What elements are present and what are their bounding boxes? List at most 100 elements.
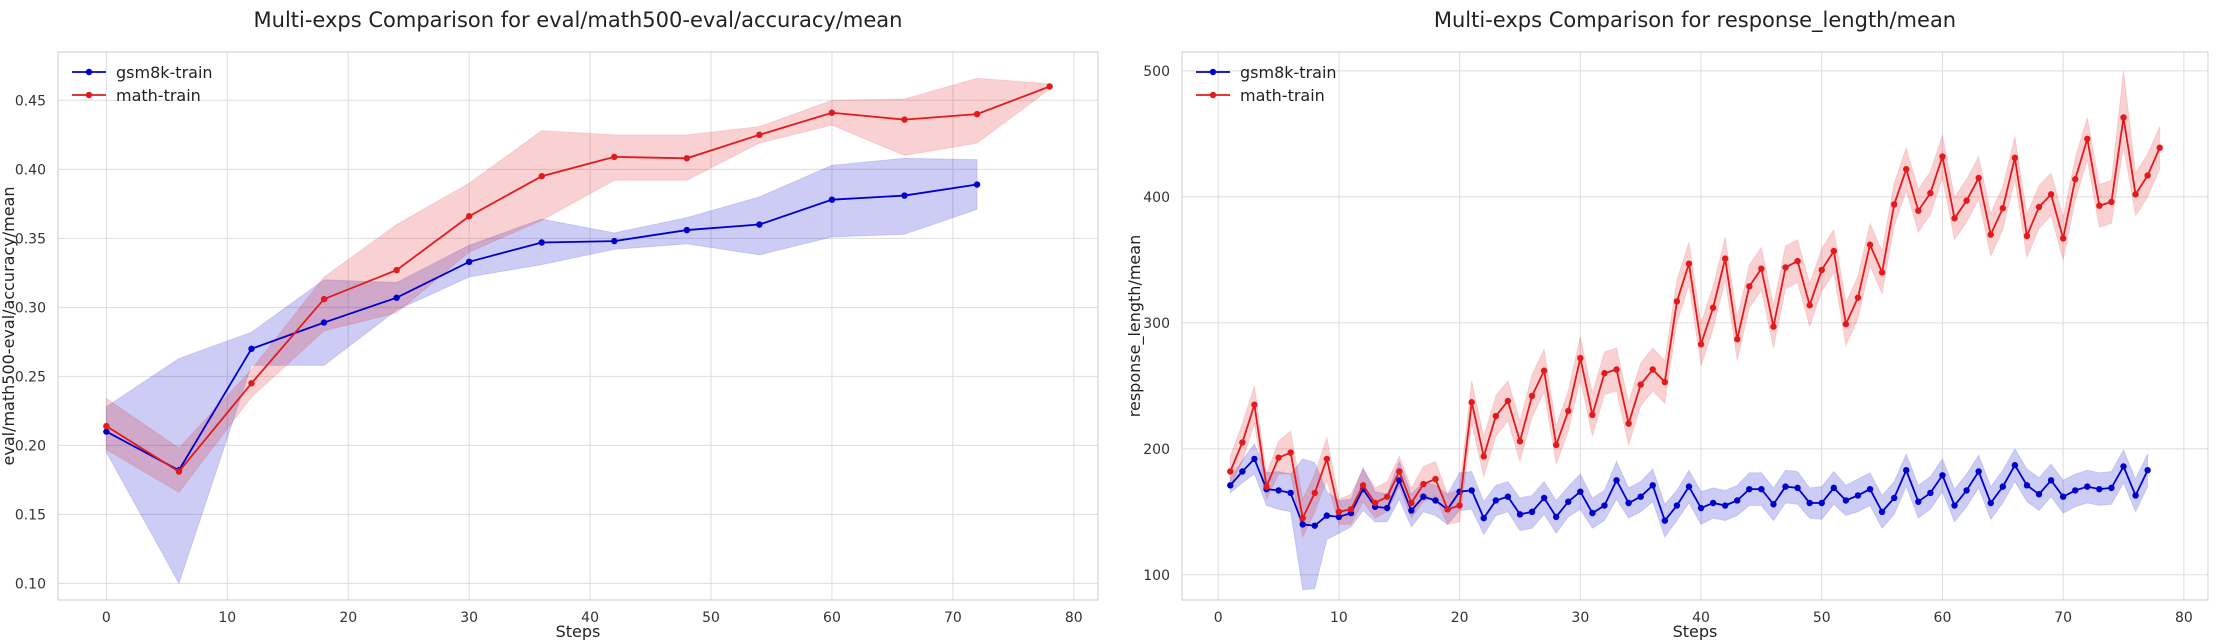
chart-2-gsm8k-train-point — [1903, 467, 1910, 474]
chart-2-math-train-point — [1637, 381, 1644, 388]
chart-2: 0 10 20 30 40 50 60 70 80 100 200 300 400 500 Multi-ex… — [1125, 8, 2209, 641]
chart-2-math-train-point — [1323, 455, 1331, 463]
chart-2-gsm8k-train-point — [2120, 463, 2127, 470]
chart-2-gsm8k-train-point — [1528, 508, 1536, 516]
chart-2-math-train-point — [1239, 439, 1246, 446]
chart-1-math-train-point — [320, 295, 328, 303]
chart-1-gsm8k-train-point — [901, 192, 908, 199]
chart-2-gsm8k-train-point — [1951, 502, 1958, 509]
chart-1-y-tick-label: 0.35 — [15, 231, 46, 247]
chart-2-gsm8k-train-point — [1854, 492, 1862, 499]
chart-1-y-tick-label: 0.20 — [15, 438, 46, 454]
chart-2-x-tick-label: 40 — [1692, 610, 1710, 626]
chart-2-math-train-point — [1565, 407, 1572, 415]
chart-2-math-train-point — [1734, 336, 1741, 343]
chart-1-math-train-point — [756, 131, 763, 139]
chart-2-gsm8k-train-point — [1287, 489, 1294, 497]
chart-2-math-train-point — [2047, 191, 2055, 198]
chart-2-gsm8k-train-point — [1770, 501, 1777, 508]
chart-2-gsm8k-train-point — [2059, 493, 2067, 500]
chart-2-gsm8k-train-point — [1746, 485, 1753, 493]
chart-2-legend-math-train-marker — [1209, 91, 1217, 99]
chart-1-x-tick-label: 50 — [702, 610, 720, 626]
chart-2-gsm8k-train-point — [1480, 514, 1487, 522]
chart-1-y-tick-label: 0.40 — [15, 162, 46, 178]
chart-2-x-tick-label: 30 — [1571, 610, 1589, 626]
chart-2-x-tick-label: 60 — [1934, 610, 1952, 626]
chart-2-gsm8k-train-point — [2011, 462, 2019, 469]
chart-2-plot-frame — [1181, 51, 2209, 601]
chart-2-gsm8k-train-point — [1601, 502, 1608, 509]
chart-2-math-train-point — [1625, 420, 1632, 427]
chart-1-math-train-point — [828, 109, 836, 116]
chart-2-math-train-point — [1577, 354, 1584, 362]
chart-2-y-tick-label: 500 — [1143, 64, 1170, 80]
chart-2-y-tick-label: 300 — [1143, 316, 1170, 332]
chart-1-math-train-point — [538, 173, 545, 180]
chart-2-gsm8k-train-point — [1251, 455, 1258, 463]
chart-2-math-train-point — [1830, 247, 1838, 255]
chart-1-gsm8k-train-point — [538, 239, 545, 246]
chart-2-gsm8k-train-point — [1613, 477, 1620, 484]
chart-2-y-tick-label: 100 — [1143, 568, 1170, 584]
chart-2-gsm8k-train-point — [1492, 497, 1500, 504]
chart-1-gsm8k-train-point — [320, 319, 328, 326]
chart-2-math-train-point — [2084, 135, 2091, 143]
chart-2-math-train-point — [1987, 231, 1994, 238]
chart-1-y-axis-label: eval/math500-eval/accuracy/mean — [0, 187, 18, 466]
chart-2-gsm8k-train-point — [1432, 497, 1439, 504]
chart-2-math-train-point — [1975, 174, 1982, 182]
chart-2-math-train-point — [1227, 468, 1234, 475]
chart-2-math-train-point — [1661, 378, 1669, 386]
chart-2-gsm8k-train-point — [1540, 494, 1548, 502]
chart-2-gsm8k-train-point — [1384, 504, 1391, 512]
chart-2-gsm8k-train-point — [1239, 468, 1246, 475]
chart-2-math-train-point — [2023, 232, 2031, 240]
chart-2-math-train-point — [1311, 489, 1318, 497]
chart-1: 0 10 20 30 40 50 60 70 80 0.10 0.15 0.20 0.25 0.30 0.3… — [0, 8, 1099, 641]
chart-2-math-train-point — [1697, 341, 1705, 348]
chart-1-title: Multi-exps Comparison for eval/math500-e… — [254, 8, 903, 32]
chart-2-math-train-point — [1335, 508, 1343, 516]
chart-2-gsm8k-train-point — [1565, 498, 1572, 505]
chart-1-math-train-line — [105, 85, 1050, 473]
chart-1-x-tick-label: 10 — [218, 610, 236, 626]
chart-1-math-train-point — [175, 468, 183, 475]
chart-2-gsm8k-train-point — [1685, 483, 1693, 490]
chart-1-x-tick-label: 80 — [1065, 610, 1083, 626]
chart-1-plot-frame — [57, 51, 1099, 601]
chart-2-math-train-point — [1347, 506, 1355, 513]
chart-1-y-tick-label: 0.30 — [15, 300, 46, 316]
chart-2-gsm8k-train-point — [2072, 487, 2079, 494]
chart-2-math-train-point — [1673, 298, 1681, 305]
chart-2-x-tick-label: 70 — [2054, 610, 2072, 626]
chart-2-math-train-point — [1516, 438, 1524, 445]
chart-1-x-tick-label: 30 — [460, 610, 478, 626]
chart-2-math-train-point — [1878, 269, 1886, 276]
chart-2-math-train-point — [1251, 401, 1258, 408]
chart-2-gsm8k-train-point — [1987, 499, 1994, 507]
chart-2-x-tick-label: 0 — [1214, 610, 1223, 626]
chart-1-math-train-point — [901, 116, 908, 123]
chart-2-title: Multi-exps Comparison for response_lengt… — [1434, 8, 1956, 33]
chart-2-math-train-point — [1927, 189, 1934, 197]
chart-2-x-tick-label: 50 — [1813, 610, 1831, 626]
chart-2-gsm8k-train-point — [1782, 483, 1789, 490]
chart-2-gsm8k-train-point — [1939, 472, 1946, 479]
chart-2-gsm8k-train-point — [1697, 504, 1705, 512]
chart-1-y-tick-label: 0.45 — [15, 93, 46, 109]
chart-2-gsm8k-train-point — [1589, 509, 1596, 517]
chart-2-gsm8k-train-point — [1396, 477, 1403, 484]
chart-2-math-train-point — [1504, 397, 1512, 405]
chart-2-gsm8k-train-point — [2035, 490, 2043, 498]
chart-2-math-train-point — [1721, 255, 1729, 262]
chart-2-gsm8k-train-point — [1552, 513, 1560, 521]
chart-2-math-train-point — [1939, 153, 1946, 160]
chart-2-math-train-point — [1468, 399, 1475, 406]
chart-2-legend-gsm8k-train-marker — [1209, 68, 1217, 76]
chart-2-x-axis-label: Steps — [1673, 622, 1718, 640]
chart-2-gsm8k-train-point — [1299, 521, 1306, 528]
chart-2-gsm8k-train-point — [1878, 508, 1886, 516]
chart-2-math-train-point — [1613, 366, 1620, 373]
chart-2-math-train-point — [2059, 235, 2067, 242]
